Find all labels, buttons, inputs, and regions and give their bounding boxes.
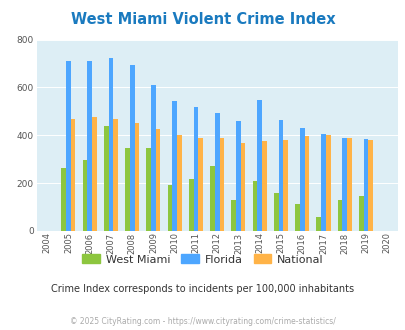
- Bar: [61, 168, 66, 231]
- Bar: [188, 179, 193, 231]
- Bar: [130, 65, 134, 231]
- Bar: [210, 166, 214, 231]
- Bar: [193, 107, 198, 231]
- Bar: [172, 101, 177, 231]
- Bar: [273, 193, 278, 231]
- Bar: [240, 143, 245, 231]
- Bar: [341, 138, 346, 231]
- Bar: [325, 135, 330, 231]
- Bar: [167, 185, 172, 231]
- Bar: [134, 123, 139, 231]
- Bar: [113, 119, 118, 231]
- Bar: [315, 217, 320, 231]
- Text: Crime Index corresponds to incidents per 100,000 inhabitants: Crime Index corresponds to incidents per…: [51, 284, 354, 294]
- Legend: West Miami, Florida, National: West Miami, Florida, National: [78, 250, 327, 269]
- Bar: [236, 121, 240, 231]
- Bar: [125, 148, 130, 231]
- Bar: [177, 135, 181, 231]
- Bar: [83, 160, 87, 231]
- Bar: [299, 128, 304, 231]
- Bar: [358, 196, 363, 231]
- Bar: [304, 136, 309, 231]
- Bar: [231, 200, 236, 231]
- Bar: [104, 126, 108, 231]
- Bar: [346, 138, 351, 231]
- Bar: [156, 129, 160, 231]
- Bar: [66, 61, 70, 231]
- Bar: [337, 200, 341, 231]
- Bar: [261, 141, 266, 231]
- Bar: [108, 57, 113, 231]
- Bar: [146, 148, 151, 231]
- Bar: [92, 117, 96, 231]
- Bar: [363, 139, 367, 231]
- Bar: [198, 138, 202, 231]
- Text: © 2025 CityRating.com - https://www.cityrating.com/crime-statistics/: © 2025 CityRating.com - https://www.city…: [70, 317, 335, 326]
- Bar: [151, 84, 156, 231]
- Bar: [278, 120, 283, 231]
- Bar: [87, 61, 92, 231]
- Bar: [252, 181, 257, 231]
- Text: West Miami Violent Crime Index: West Miami Violent Crime Index: [70, 12, 335, 26]
- Bar: [214, 113, 219, 231]
- Bar: [219, 138, 224, 231]
- Bar: [367, 140, 372, 231]
- Bar: [70, 119, 75, 231]
- Bar: [283, 140, 287, 231]
- Bar: [320, 134, 325, 231]
- Bar: [257, 100, 261, 231]
- Bar: [294, 204, 299, 231]
